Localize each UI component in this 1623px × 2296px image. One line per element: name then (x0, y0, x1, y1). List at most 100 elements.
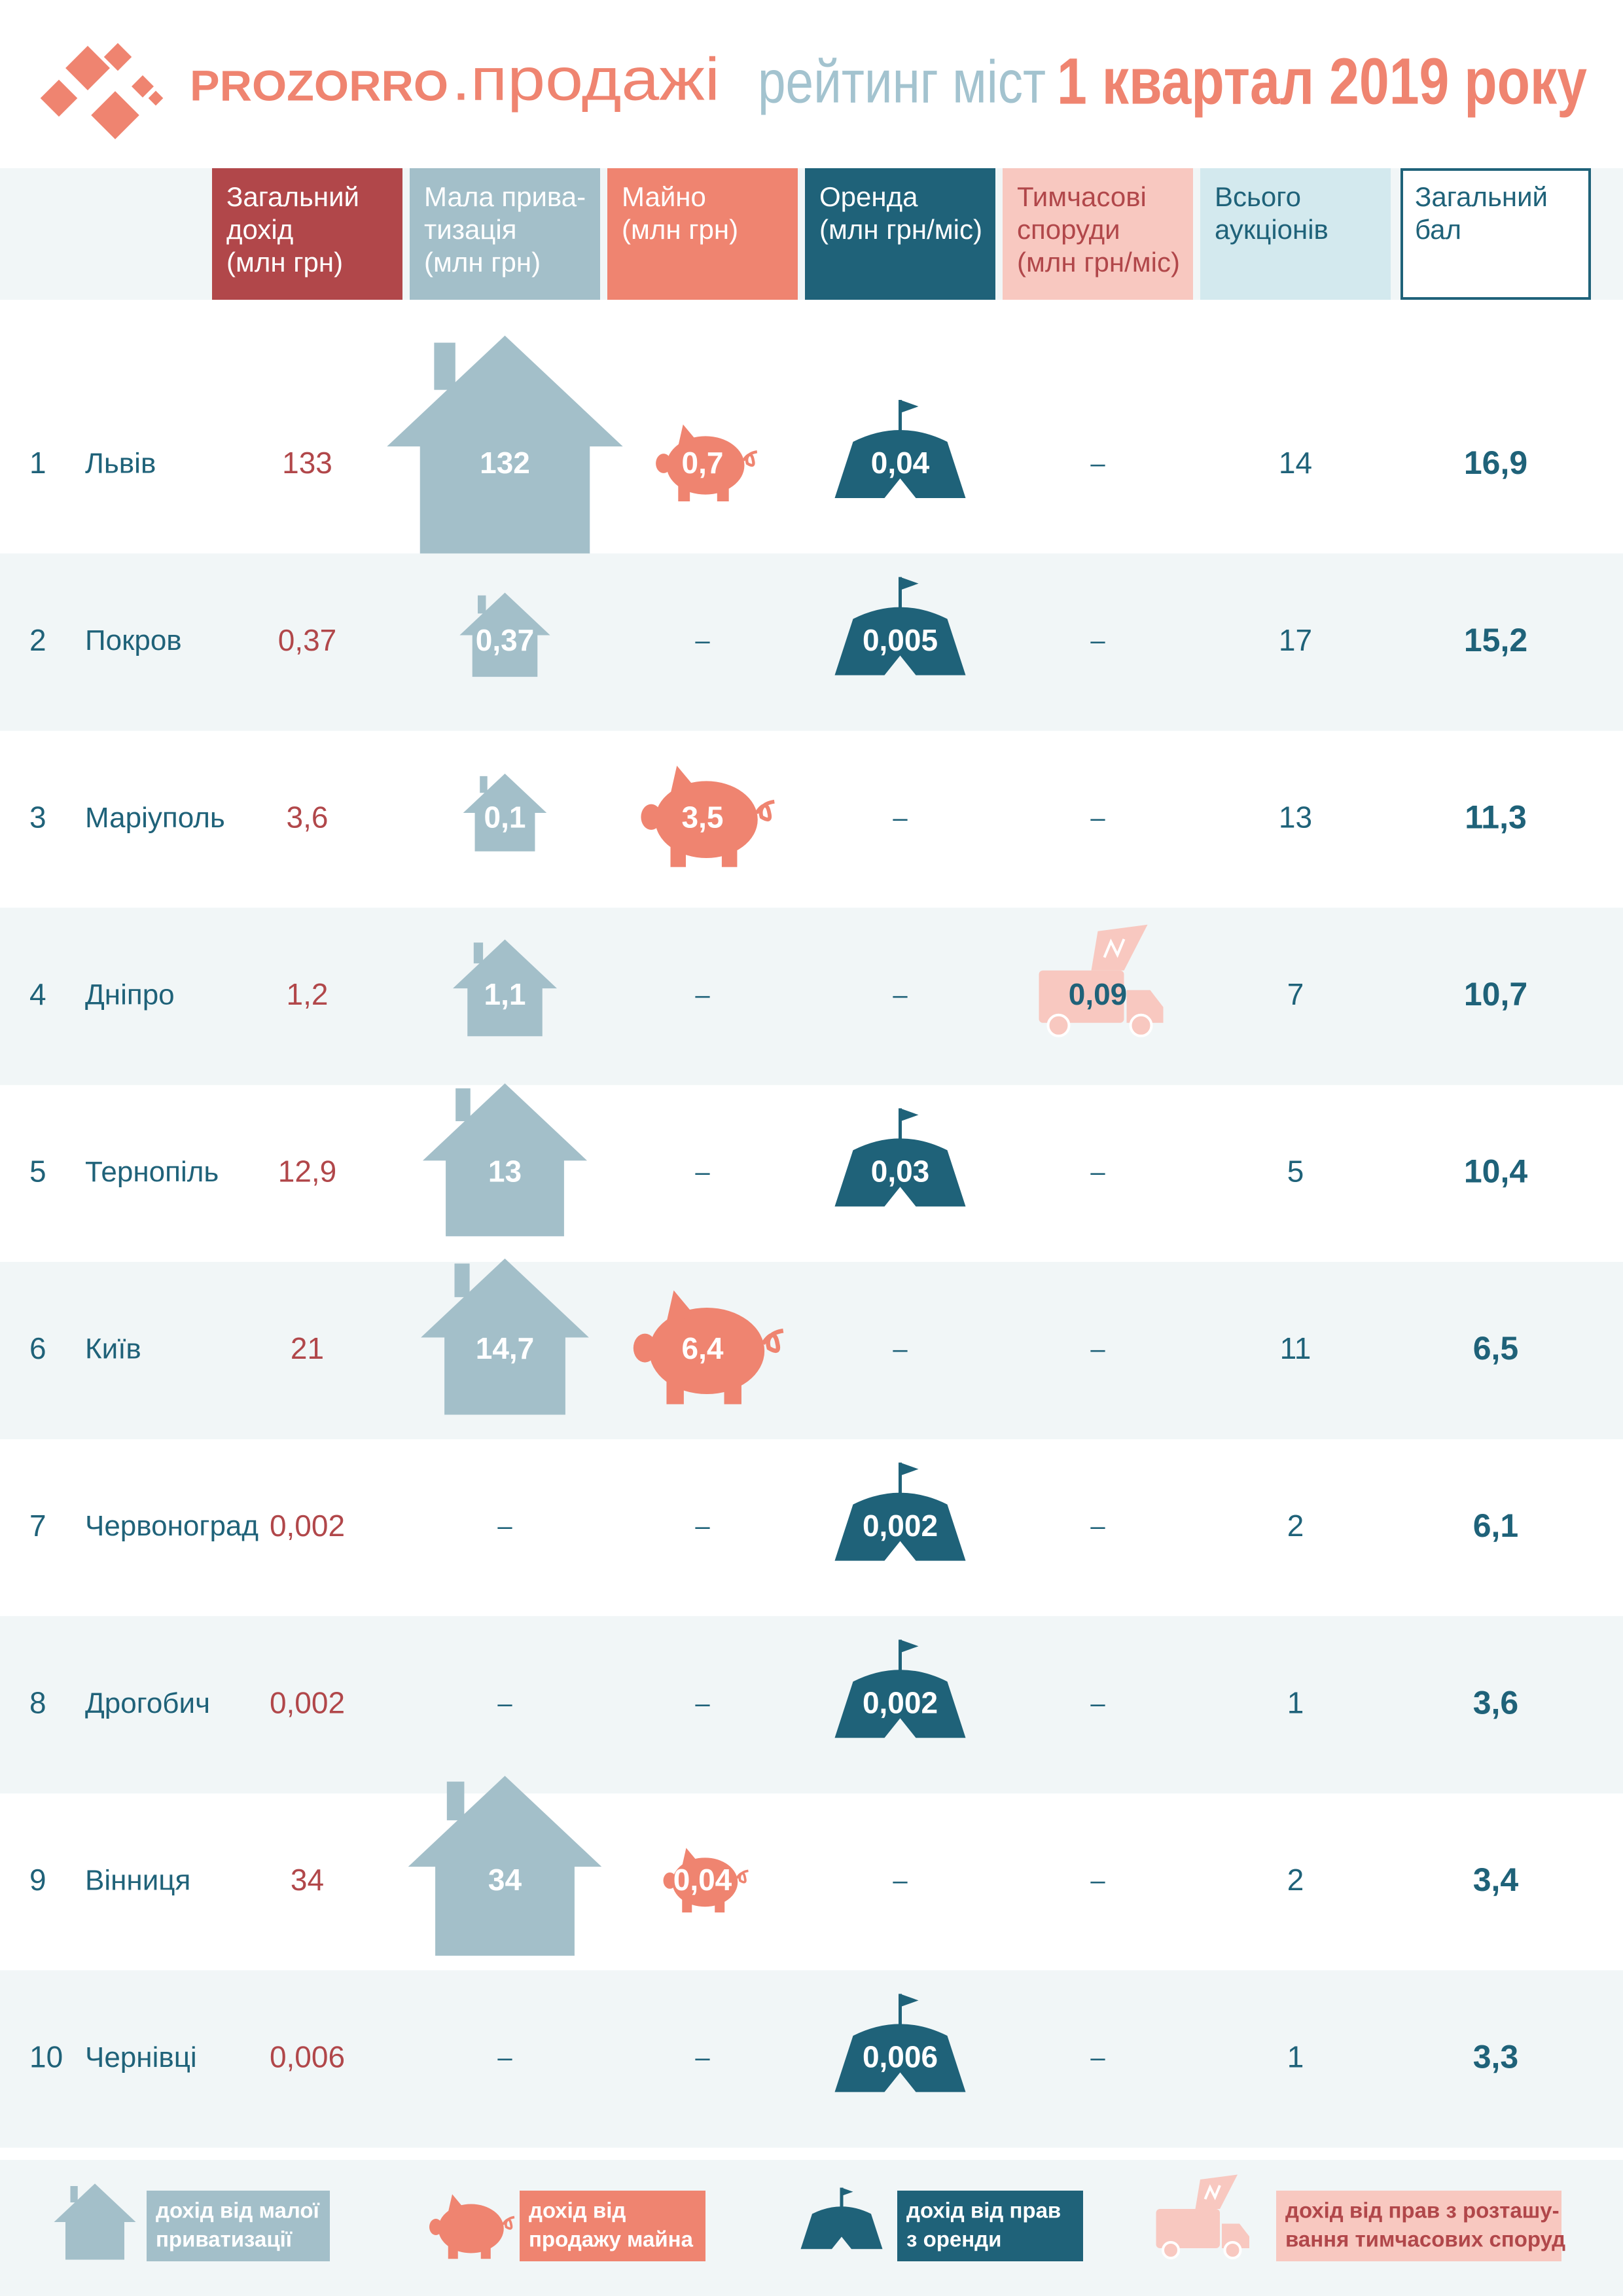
column-header-text: бал (1415, 214, 1461, 245)
city: Тернопіль (85, 1156, 219, 1188)
score: 6,1 (1473, 1507, 1519, 1544)
row-band (0, 1262, 1623, 1439)
column-header-cell (805, 168, 995, 300)
empty-value: – (1090, 1866, 1105, 1895)
pig-leg (717, 480, 729, 502)
empty-value: – (1090, 626, 1105, 655)
icon-value: 14,7 (476, 1331, 535, 1365)
truck-body (1039, 970, 1124, 1023)
column-header-text: (млн грн/міс) (819, 214, 982, 245)
pig-tail (742, 450, 758, 467)
house-chimney (480, 776, 488, 793)
table-row: 1 Львів 133 132 0,7 0,04 – 14 16,9 (29, 335, 1527, 555)
cell-value: 14 (1279, 446, 1312, 480)
score: 16,9 (1464, 444, 1527, 481)
cell-value: 7 (1287, 977, 1304, 1011)
empty-value: – (1090, 2043, 1105, 2072)
empty-value: – (695, 980, 710, 1009)
score: 10,7 (1464, 976, 1527, 1013)
table-row: 7 Червоноград 0,002 – – 0,002 – 2 6,1 (29, 1462, 1519, 1561)
empty-value: – (695, 1689, 710, 1718)
cell-value: 2 (1287, 1863, 1304, 1897)
tent-flag (900, 1108, 919, 1122)
icon-value: 0,04 (673, 1863, 732, 1897)
empty-value: – (893, 1866, 908, 1895)
column-header-text: Загальний (226, 181, 359, 212)
empty-value: – (893, 980, 908, 1009)
empty-value: – (1090, 1689, 1105, 1718)
logo-diamond (132, 75, 154, 98)
empty-value: – (695, 2043, 710, 2072)
truck-cab (1126, 990, 1164, 1023)
city: Червоноград (85, 1510, 259, 1542)
truck-wheel (1046, 1013, 1071, 1037)
column-header-text: (млн грн) (226, 247, 343, 278)
pig-ear (682, 1848, 699, 1866)
tent-icon (834, 430, 966, 498)
cell-value: 3,6 (287, 800, 329, 834)
table-row: 5 Тернопіль 12,9 13 – 0,03 – 5 10,4 (29, 1083, 1527, 1236)
column-header-cell (1003, 168, 1193, 300)
house-chimney (473, 942, 484, 963)
icon-value: 0,37 (476, 623, 535, 657)
column-header: Оренда(млн грн/міс) (805, 168, 995, 300)
tent-flag (900, 1640, 919, 1653)
row-band (0, 553, 1623, 731)
pig-snout (641, 804, 662, 830)
score: 3,4 (1473, 1861, 1519, 1898)
pig-tail (501, 2215, 515, 2230)
pig-ear (678, 424, 698, 446)
pig-snout (429, 2219, 442, 2235)
icon-value: 0,002 (863, 1685, 938, 1719)
pig-tail (736, 1869, 749, 1884)
city: Дрогобич (85, 1687, 210, 1719)
tent-icon (834, 607, 966, 675)
house-icon (408, 1776, 602, 1956)
cell-value: 13 (1279, 800, 1312, 834)
table-row: 3 Маріуполь 3,6 0,1 3,5 – – 13 11,3 (29, 765, 1527, 867)
column-header-text: Майно (622, 181, 706, 212)
row-band (0, 1616, 1623, 1794)
truck-body (1156, 2209, 1220, 2248)
cell-value: 1 (1287, 2040, 1304, 2074)
score: 3,6 (1473, 1684, 1519, 1721)
rank: 9 (29, 1863, 46, 1897)
score: 15,2 (1464, 622, 1527, 658)
table-row: 8 Дрогобич 0,002 – – 0,002 – 1 3,6 (0, 1616, 1623, 1794)
empty-value: – (695, 1512, 710, 1541)
empty-value: – (1090, 450, 1105, 478)
cell-value: 34 (291, 1863, 324, 1897)
empty-value: – (1090, 1158, 1105, 1187)
rank: 6 (29, 1331, 46, 1365)
house-chimney (454, 1263, 470, 1297)
column-header-cell (607, 168, 798, 300)
rank: 3 (29, 800, 46, 834)
empty-value: – (695, 626, 710, 655)
tent-icon (834, 1138, 966, 1207)
title: рейтинг міст (758, 48, 1046, 115)
house-chimney (434, 342, 455, 390)
truck-wheel (1223, 2241, 1242, 2259)
icon-value: 13 (488, 1155, 522, 1189)
title-period: 1 квартал 2019 року (1057, 45, 1587, 118)
icon-value: 1,1 (484, 977, 526, 1011)
table-row: 4 Дніпро 1,2 1,1 – – 0,09 7 10,7 (0, 907, 1623, 1085)
rank: 5 (29, 1155, 46, 1189)
house-icon (54, 2183, 136, 2260)
legend-text: дохід від прав (906, 2198, 1061, 2223)
empty-value: – (497, 2043, 512, 2072)
logo-diamond (91, 91, 139, 139)
legend-text: дохід від прав з розташу- (1285, 2198, 1560, 2223)
table-row: 10 Чернівці 0,006 – – 0,006 – 1 3,3 (0, 1970, 1623, 2148)
legend-text: вання тимчасових споруд (1285, 2227, 1565, 2251)
city: Київ (85, 1333, 141, 1365)
column-header-cell (1200, 168, 1391, 300)
legend-box (147, 2191, 330, 2261)
row-band (0, 1970, 1623, 2148)
empty-value: – (1090, 1512, 1105, 1541)
empty-value: – (893, 804, 908, 833)
pig-leg (678, 480, 690, 502)
